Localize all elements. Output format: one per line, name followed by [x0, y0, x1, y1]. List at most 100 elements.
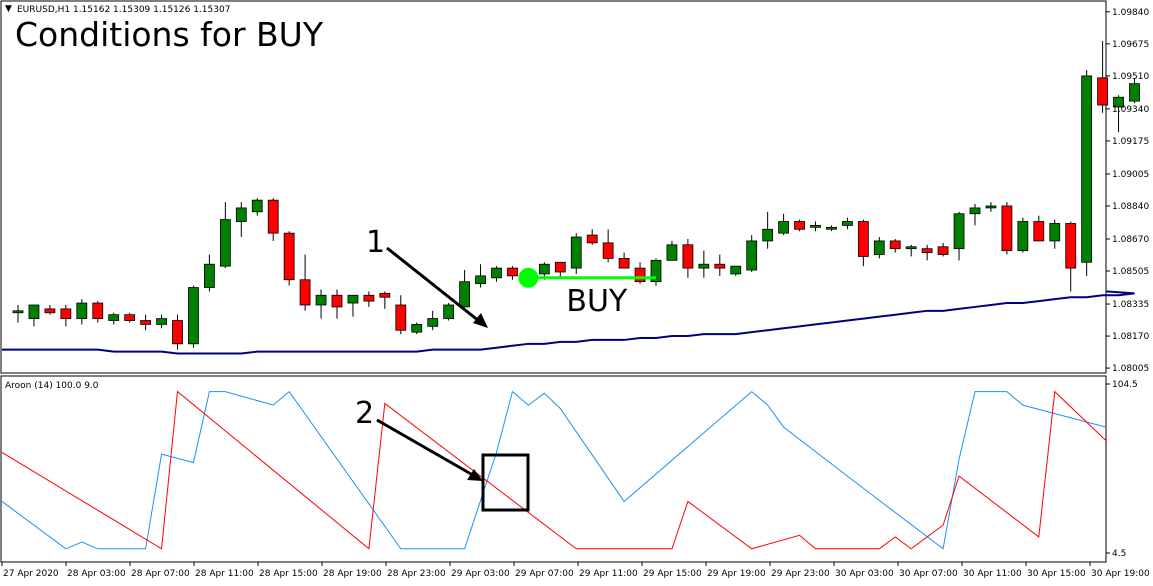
- candle-body: [570, 236, 582, 269]
- buy-signal-marker: [518, 267, 539, 288]
- candle-body: [810, 224, 821, 228]
- candle-body: [873, 240, 885, 255]
- candle-body: [730, 265, 742, 275]
- candle: [682, 238, 694, 278]
- candle-body: [762, 228, 774, 242]
- price-tick-label: 1.09005: [1112, 170, 1149, 180]
- candle: [1033, 215, 1045, 242]
- candle: [1113, 95, 1124, 133]
- candle-body: [235, 207, 247, 222]
- time-tick-label: 29 Apr 03:00: [451, 569, 510, 579]
- candle: [299, 254, 311, 311]
- candle: [1017, 217, 1029, 253]
- candle-body: [1097, 77, 1108, 106]
- candle-body: [857, 221, 869, 257]
- candle: [666, 240, 678, 261]
- candle: [172, 314, 183, 350]
- time-tick-label: 30 Apr 03:00: [835, 569, 894, 579]
- candle: [124, 312, 136, 323]
- time-tick-label: 30 Apr 11:00: [963, 569, 1022, 579]
- overlay-title: Conditions for BUY: [15, 15, 324, 54]
- candle-body: [44, 308, 56, 314]
- candle: [379, 291, 391, 309]
- candle-body: [746, 240, 758, 271]
- candle: [44, 304, 56, 315]
- candle-body: [459, 281, 471, 308]
- candle: [475, 264, 486, 288]
- time-tick-label: 28 Apr 15:00: [259, 569, 318, 579]
- candle-body: [1113, 96, 1124, 108]
- candle: [1065, 221, 1077, 292]
- candle-body: [156, 318, 167, 325]
- candle-body: [1033, 221, 1045, 242]
- candle-body: [969, 207, 981, 215]
- candle-body: [778, 221, 789, 234]
- price-tick-label: 1.09510: [1112, 72, 1149, 82]
- candle: [1001, 202, 1013, 255]
- candle: [602, 229, 614, 263]
- candle-body: [108, 314, 120, 321]
- candle: [219, 202, 231, 269]
- candle: [443, 303, 455, 321]
- time-tick-label: 30 Apr 07:00: [899, 569, 958, 579]
- candle: [937, 242, 949, 257]
- candle: [108, 312, 120, 325]
- price-tick-label: 1.08170: [1112, 332, 1149, 342]
- candle: [842, 217, 853, 230]
- candle-body: [842, 221, 853, 226]
- candle: [507, 266, 518, 280]
- annotation-label-1: 1: [366, 225, 385, 260]
- candle-body: [315, 294, 327, 306]
- price-tick-label: 1.09340: [1112, 105, 1149, 115]
- candle-body: [953, 213, 965, 250]
- indicator-info: Aroon (14) 100.0 9.0: [5, 381, 99, 391]
- candle: [28, 304, 40, 327]
- candle: [235, 202, 247, 238]
- candle-body: [618, 257, 630, 269]
- candle: [762, 211, 774, 249]
- buy-label: BUY: [566, 284, 628, 319]
- candle-body: [1081, 75, 1093, 263]
- candle-body: [124, 314, 136, 321]
- candles-layer: [12, 40, 1140, 350]
- candle-body: [650, 259, 662, 283]
- candle-body: [140, 320, 152, 325]
- candle: [12, 304, 24, 323]
- candle-body: [76, 302, 88, 319]
- price-tick-label: 1.09675: [1112, 40, 1149, 50]
- candle: [554, 261, 566, 278]
- candle-body: [1129, 83, 1140, 102]
- aroon-axis: 104.5 4.5: [1106, 380, 1138, 559]
- candle: [714, 254, 726, 276]
- candle-body: [188, 287, 199, 345]
- time-tick-label: 28 Apr 23:00: [387, 569, 446, 579]
- candle-body: [219, 219, 231, 267]
- candle: [634, 262, 646, 284]
- candle: [1129, 77, 1140, 104]
- candle: [618, 252, 630, 269]
- candle: [698, 250, 710, 278]
- aroon-tick-label: 4.5: [1112, 549, 1126, 559]
- candle-body: [905, 246, 917, 250]
- candle: [969, 204, 981, 226]
- price-tick-label: 1.08505: [1112, 267, 1149, 277]
- time-tick-label: 28 Apr 03:00: [67, 569, 126, 579]
- candle-body: [443, 304, 455, 319]
- candle: [873, 237, 885, 259]
- candle: [1097, 40, 1108, 113]
- candle: [730, 265, 742, 276]
- price-axis: 1.09840 1.09675 1.09510 1.09340 1.09175 1.090…: [1106, 8, 1149, 374]
- candle: [1049, 219, 1061, 249]
- candle: [857, 219, 869, 267]
- price-tick-label: 1.08335: [1112, 300, 1149, 310]
- candle-body: [985, 205, 997, 209]
- candle-body: [698, 263, 710, 269]
- time-tick-label: 29 Apr 19:00: [707, 569, 766, 579]
- candle: [251, 198, 263, 216]
- candle-body: [586, 234, 598, 244]
- candle-body: [267, 199, 279, 234]
- candle: [459, 270, 471, 308]
- candle-body: [1001, 205, 1013, 252]
